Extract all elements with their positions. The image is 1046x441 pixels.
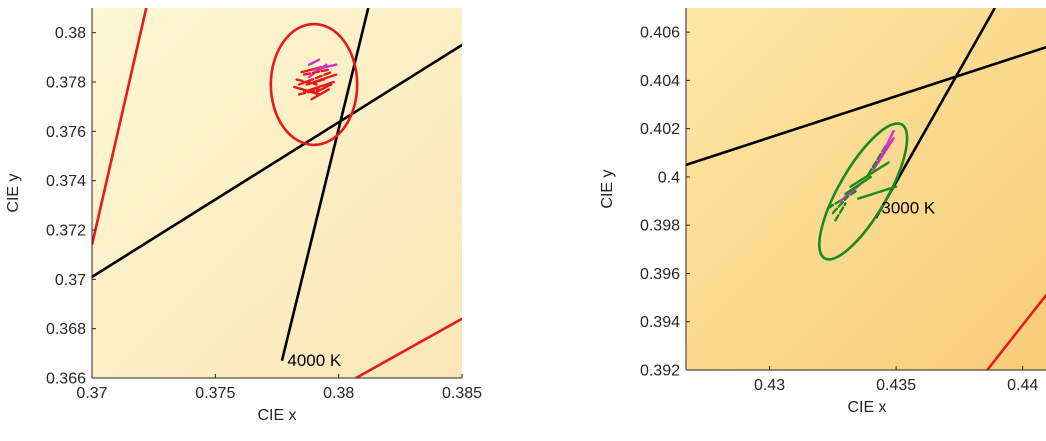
chart2: 3000 K 0.43 0.435 0.44 0.392 0.394 0.396 0.398 0…	[599, 8, 1046, 416]
chart2-line-1	[686, 45, 1046, 167]
chart1-y-tick-label-7: 0.378	[46, 75, 86, 92]
chart1-cluster-segment-14	[312, 73, 338, 84]
chart1-line-1	[92, 8, 148, 246]
chart1-line-4	[280, 8, 370, 362]
chart1-x-axis-label: CIE x	[257, 407, 296, 424]
chart2-cluster-segment-10	[831, 195, 850, 215]
chart1-y-axis-label: CIE y	[5, 173, 22, 212]
chart1-cluster-segment-8	[312, 63, 338, 71]
chart1-plot-area	[92, 8, 462, 378]
chart1-x-tick-label-3: 0.38	[323, 385, 354, 402]
chart1-cluster-segment-12	[307, 58, 321, 66]
chart2-y-tick-label-6: 0.402	[640, 121, 680, 138]
chart1-cluster-segment-3	[293, 85, 321, 96]
chart2-x-tick-label-2: 0.435	[876, 377, 916, 394]
chart2-x-axis-label: CIE x	[847, 399, 886, 416]
chart2-line-3	[986, 293, 1046, 370]
chart1-cluster-segment-13	[298, 88, 321, 96]
chart2-ellipse	[818, 122, 909, 261]
chart1-y-tick-label-1: 0.366	[46, 371, 86, 388]
chart2-y-tick-label-5: 0.4	[658, 169, 680, 186]
chart1-y-tick-label-6: 0.376	[46, 124, 86, 141]
chart1-y-tick-label-3: 0.37	[55, 272, 86, 289]
chart2-y-tick-label-4: 0.398	[640, 218, 680, 235]
chart1-cluster-segment-10	[302, 68, 330, 76]
chart2-cluster-segment-8	[844, 175, 872, 196]
chart2-cluster-segment-1	[826, 190, 857, 210]
chart1-y-tick-label-4: 0.372	[46, 223, 86, 240]
chart2-x-tick-label-1: 0.43	[754, 377, 785, 394]
chart1-x-tick-label-1: 0.37	[76, 385, 107, 402]
chart1-y-tick-label-5: 0.374	[46, 173, 86, 190]
chart2-y-tick-label-8: 0.406	[640, 25, 680, 42]
chart1-cluster-segment-6	[310, 88, 330, 101]
chart1-x-tick-label-4: 0.385	[442, 385, 482, 402]
chart2-cluster-segment-9	[877, 129, 895, 164]
chart1-annotation-1: 4000 K	[287, 351, 342, 370]
chart2-y-tick-label-2: 0.394	[640, 314, 680, 331]
chart2-annotation-1: 3000 K	[881, 199, 936, 218]
chart2-cluster-segment-4	[834, 202, 847, 222]
chart1-ellipse	[269, 22, 359, 147]
chart2-y-tick-label-7: 0.404	[640, 73, 680, 90]
chart2-plot-background	[686, 8, 1046, 370]
chart1-x-tick-label-2: 0.375	[195, 385, 235, 402]
chart1-y-tick-label-8: 0.38	[55, 25, 86, 42]
chart1-line-3	[92, 43, 462, 278]
chart1-line-2	[355, 317, 462, 378]
chart2-y-tick-label-3: 0.396	[640, 266, 680, 283]
chart1-plot-background	[92, 8, 462, 378]
chart2-x-tick-label-3: 0.44	[1007, 377, 1038, 394]
chart1-y-tick-label-2: 0.368	[46, 321, 86, 338]
chart2-y-tick-label-1: 0.392	[640, 363, 680, 380]
chart1: 4000 K 0.37 0.375 0.38 0.385 0.366 0.368 0.37 0.…	[5, 8, 482, 424]
chart2-y-axis-label: CIE y	[599, 169, 616, 208]
chart2-cluster-segment-5	[856, 185, 898, 200]
chart2-plot-area	[686, 8, 1046, 370]
